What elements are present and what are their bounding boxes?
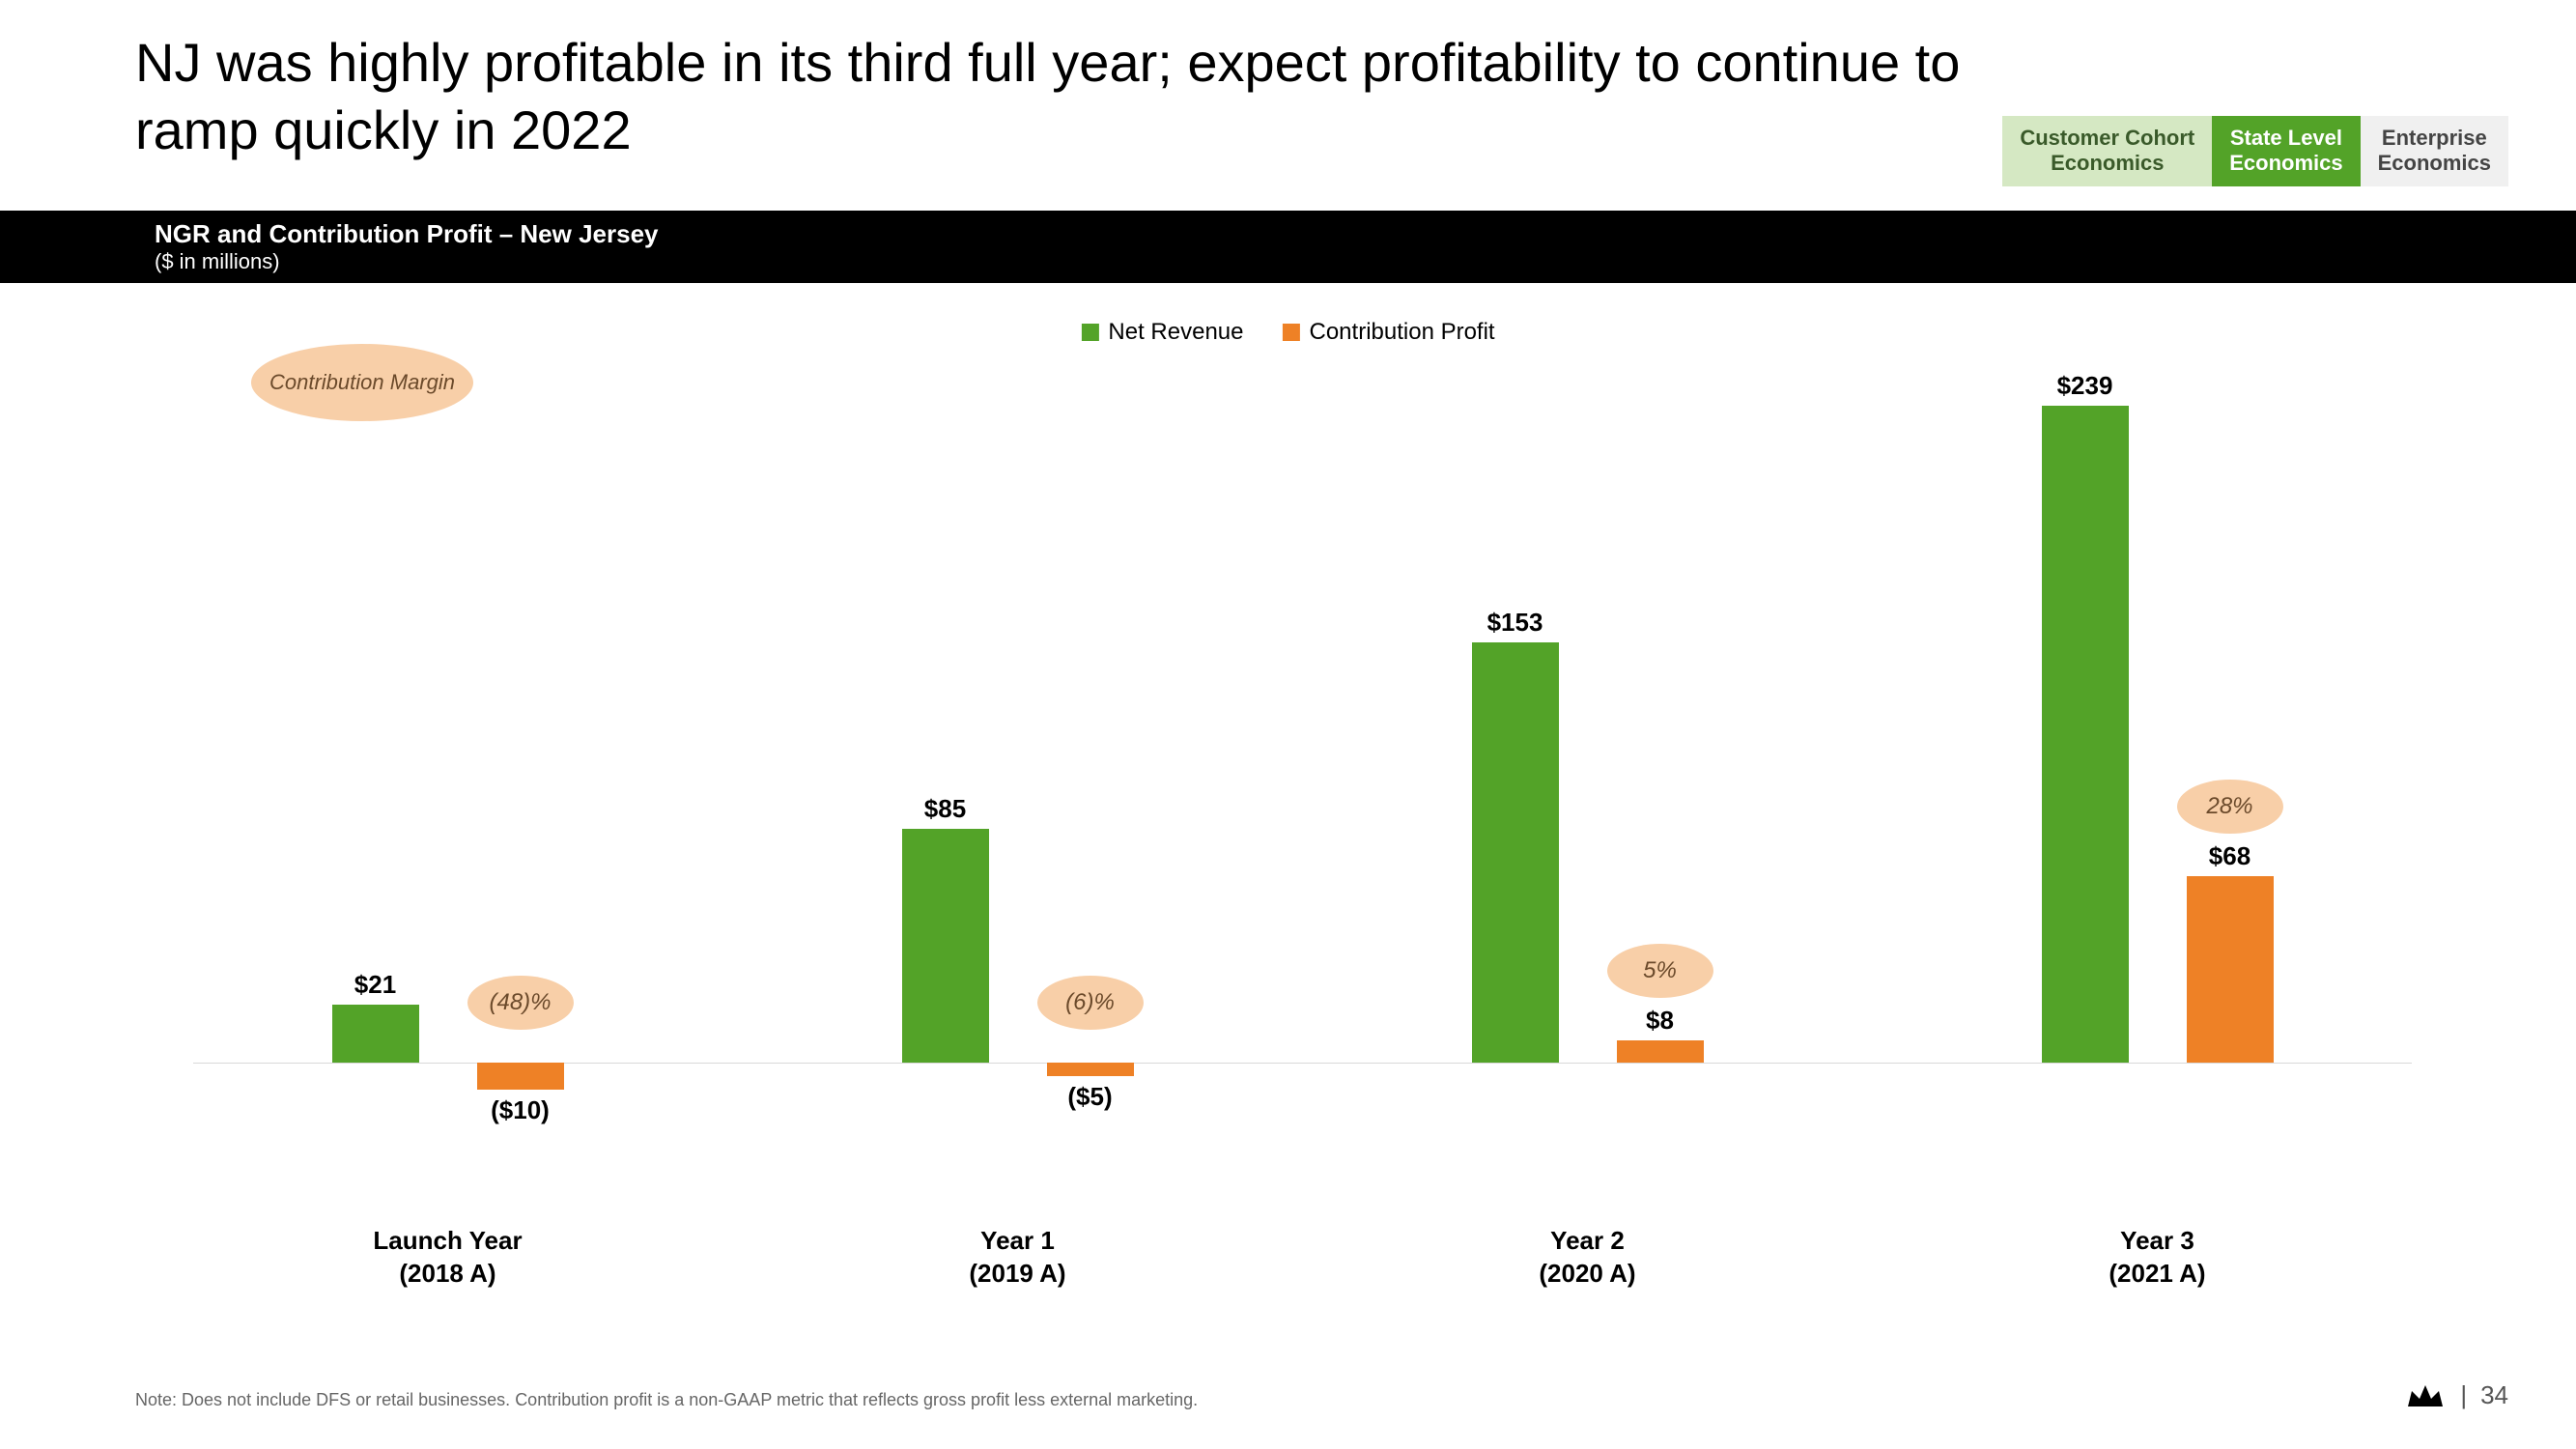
bar-group-3: $239$6828%Year 3 (2021 A) xyxy=(1984,386,2332,1121)
bar-chart: $21($10)(48)%Launch Year (2018 A) $85 ($5)… xyxy=(193,386,2412,1121)
contribution-label-3: $68 xyxy=(2172,841,2288,871)
contribution-bar-2 xyxy=(1617,1040,1704,1063)
category-label-2: Year 2 (2020 A) xyxy=(1414,1225,1762,1291)
tab-0[interactable]: Customer Cohort Economics xyxy=(2002,116,2212,186)
legend-swatch-0 xyxy=(1081,324,1098,341)
contribution-bar-1 xyxy=(1047,1063,1134,1076)
footnote-text: Note: Does not include DFS or retail bus… xyxy=(135,1390,1198,1410)
legend-item-1: Contribution Profit xyxy=(1283,319,1495,346)
crown-icon xyxy=(2404,1381,2447,1410)
margin-pill-0: (48)% xyxy=(467,976,574,1030)
net-revenue-bar-2 xyxy=(1472,642,1559,1063)
legend-item-0: Net Revenue xyxy=(1081,319,1243,346)
chart-legend: Net Revenue Contribution Profit xyxy=(1081,319,1494,346)
net-revenue-label-0: $21 xyxy=(318,970,434,1000)
net-revenue-label-3: $239 xyxy=(2027,371,2143,401)
category-label-0: Launch Year (2018 A) xyxy=(274,1225,622,1291)
bar-group-2: $153$85%Year 2 (2020 A) xyxy=(1414,386,1762,1121)
margin-pill-3: 28% xyxy=(2177,780,2283,834)
contribution-label-0: ($10) xyxy=(463,1095,579,1125)
contribution-bar-3 xyxy=(2187,876,2274,1063)
category-label-3: Year 3 (2021 A) xyxy=(1984,1225,2332,1291)
net-revenue-bar-3 xyxy=(2042,406,2129,1063)
tab-2[interactable]: Enterprise Economics xyxy=(2361,116,2508,186)
contribution-bar-0 xyxy=(477,1063,564,1090)
bar-group-0: $21($10)(48)%Launch Year (2018 A) xyxy=(274,386,622,1121)
page-number: 34 xyxy=(2480,1380,2508,1410)
net-revenue-label-1: $85 xyxy=(888,794,1004,824)
legend-label-1: Contribution Profit xyxy=(1310,319,1495,346)
chart-header-title: NGR and Contribution Profit – New Jersey xyxy=(155,219,2576,249)
page-separator: | xyxy=(2460,1380,2467,1410)
net-revenue-bar-0 xyxy=(332,1005,419,1063)
category-label-1: Year 1 (2019 A) xyxy=(844,1225,1192,1291)
legend-label-0: Net Revenue xyxy=(1108,319,1243,346)
chart-header-subtitle: ($ in millions) xyxy=(155,249,2576,274)
section-tabs: Customer Cohort EconomicsState Level Eco… xyxy=(2002,116,2508,186)
chart-header-bar: NGR and Contribution Profit – New Jersey… xyxy=(0,211,2576,283)
contribution-label-2: $8 xyxy=(1602,1006,1718,1036)
bar-group-1: $85($5)(6)%Year 1 (2019 A) xyxy=(844,386,1192,1121)
margin-pill-1: (6)% xyxy=(1037,976,1144,1030)
page-footer: | 34 xyxy=(2404,1380,2508,1410)
legend-swatch-1 xyxy=(1283,324,1300,341)
tab-1[interactable]: State Level Economics xyxy=(2212,116,2360,186)
net-revenue-label-2: $153 xyxy=(1458,608,1573,638)
contribution-label-1: ($5) xyxy=(1033,1082,1148,1112)
margin-pill-2: 5% xyxy=(1607,944,1713,998)
net-revenue-bar-1 xyxy=(902,829,989,1063)
page-title: NJ was highly profitable in its third fu… xyxy=(135,29,2067,164)
